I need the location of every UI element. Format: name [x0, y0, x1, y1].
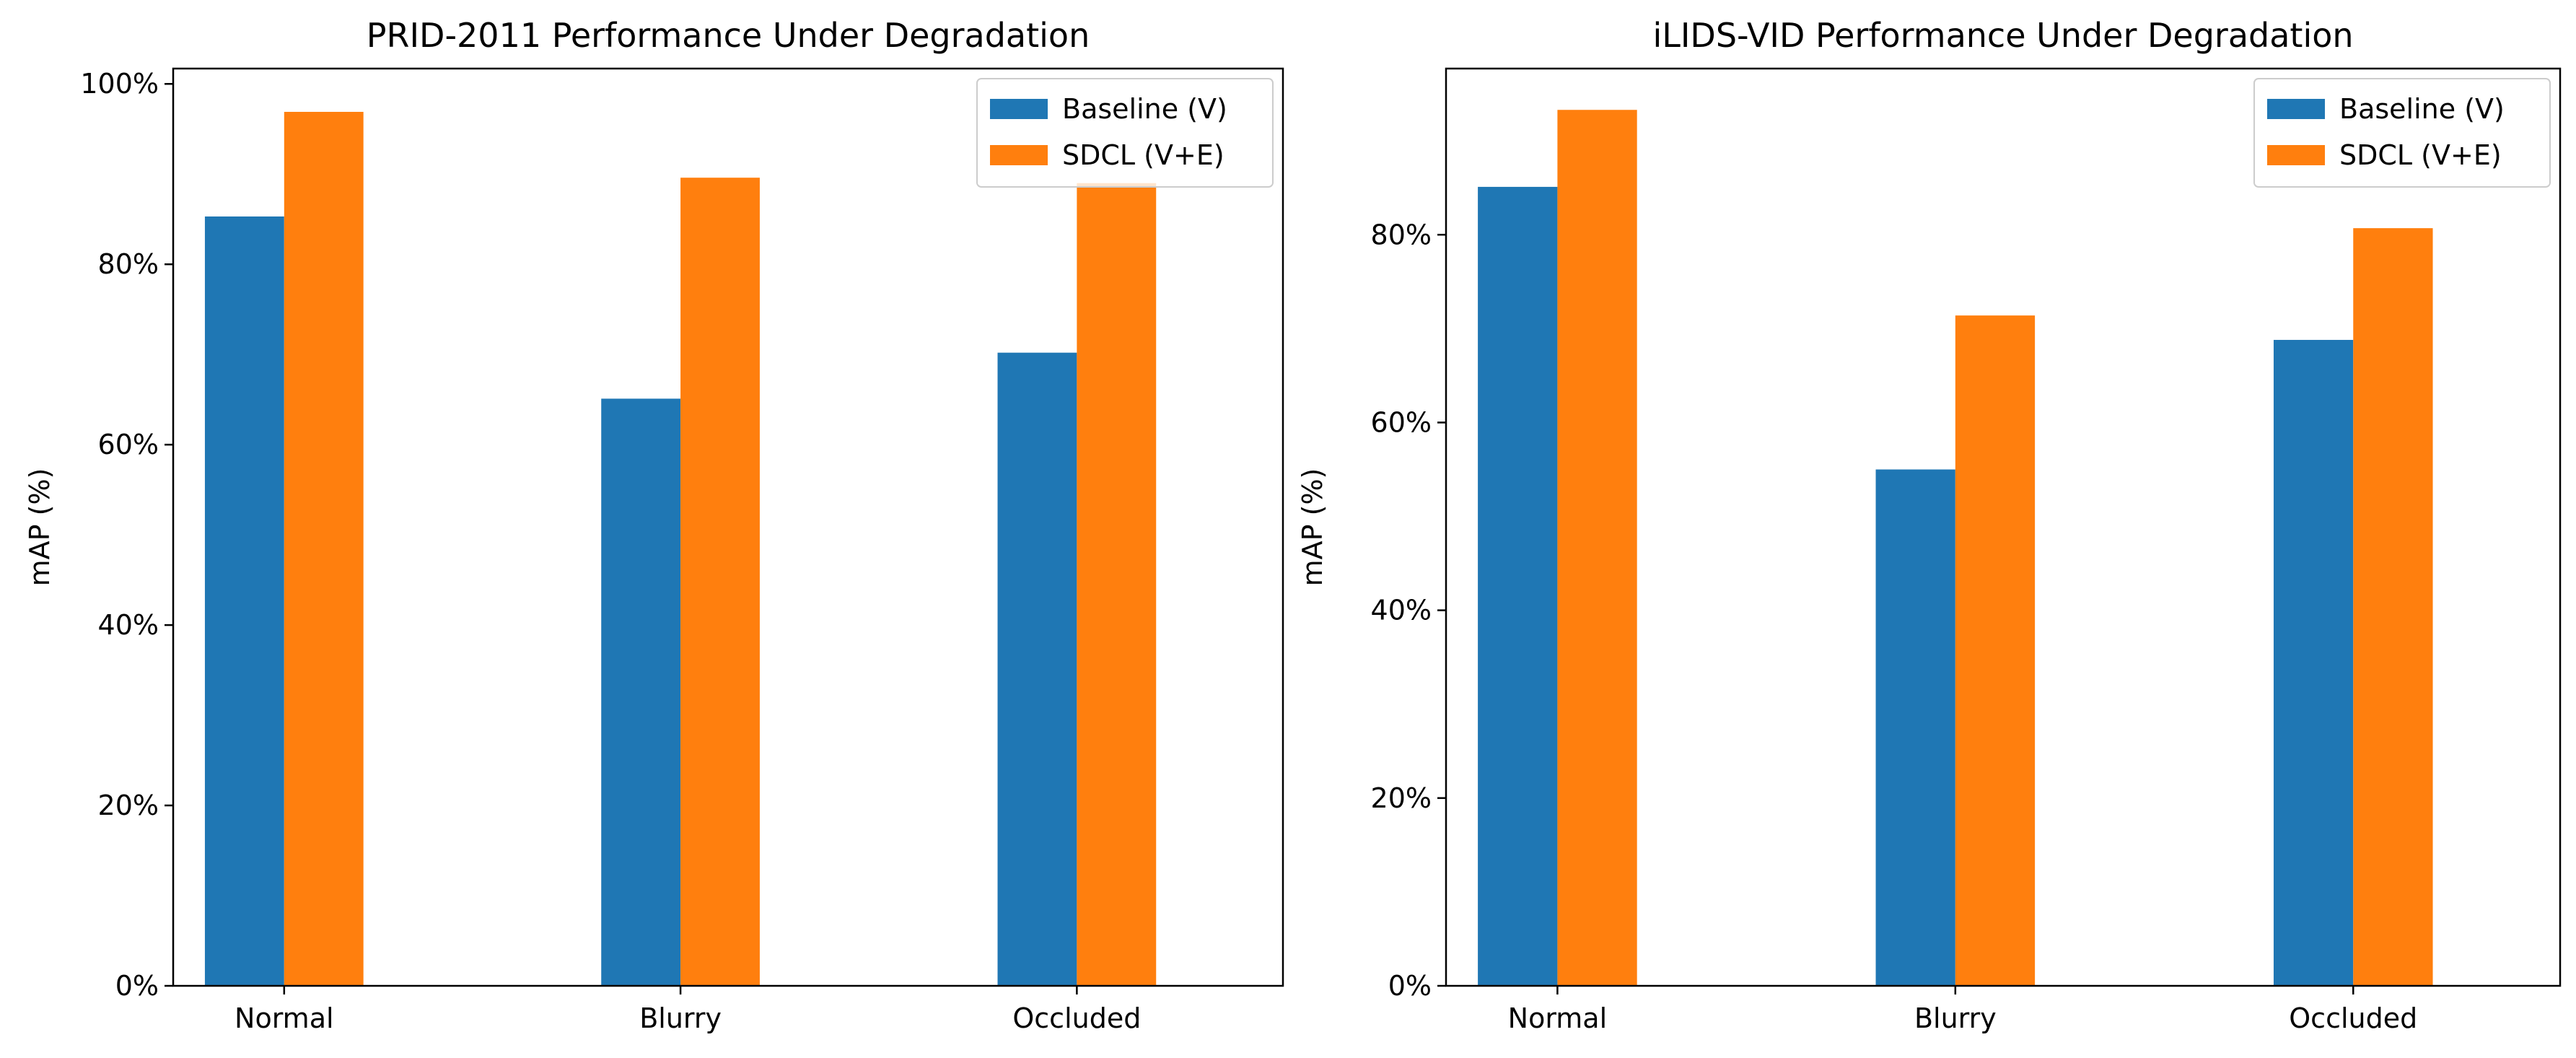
y-axis: 0% 20% 40% 60% 80%: [1371, 219, 1446, 1002]
y-tick-label: 40%: [98, 609, 159, 641]
x-tick-label: Blurry: [1914, 1002, 1997, 1034]
legend-box: [976, 78, 1274, 188]
y-tick-label: 20%: [98, 790, 159, 821]
x-axis: Normal Blurry Occluded: [235, 986, 1141, 1034]
x-axis: Normal Blurry Occluded: [1508, 986, 2417, 1034]
legend-swatch-baseline: [990, 99, 1048, 119]
y-axis-label: mAP (%): [24, 468, 56, 587]
legend-label-sdcl: SDCL (V+E): [1062, 139, 1225, 171]
bar-sdcl: [284, 111, 364, 987]
y-tick-label: 0%: [1388, 970, 1432, 1002]
bar-sdcl: [1955, 315, 2036, 986]
legend-label-baseline: Baseline (V): [2339, 93, 2505, 125]
legend-box: [2253, 78, 2551, 188]
legend-swatch-sdcl: [990, 145, 1048, 165]
bars: [204, 111, 1157, 987]
legend-label-sdcl: SDCL (V+E): [2339, 139, 2502, 171]
legend-label-baseline: Baseline (V): [1062, 93, 1227, 125]
legend-swatch-baseline: [2267, 99, 2325, 119]
bar-baseline: [204, 216, 284, 986]
x-tick-label: Normal: [1508, 1002, 1608, 1034]
bar-sdcl: [2353, 228, 2433, 986]
y-tick-label: 80%: [98, 248, 159, 280]
chart-title: PRID-2011 Performance Under Degradation: [367, 16, 1090, 55]
chart-prid-2011: PRID-2011 Performance Under Degradation …: [24, 16, 1284, 1034]
y-tick-label: 40%: [1371, 595, 1432, 626]
bars: [1478, 110, 2433, 987]
bar-baseline: [2273, 339, 2354, 987]
y-axis-label: mAP (%): [1297, 468, 1328, 587]
legend: Baseline (V) SDCL (V+E): [976, 78, 1274, 188]
plot-frame: [172, 67, 1284, 987]
x-tick-label: Blurry: [639, 1002, 722, 1034]
bar-sdcl: [680, 178, 760, 987]
y-tick-label: 0%: [115, 970, 159, 1002]
y-tick-label: 60%: [1371, 406, 1432, 438]
chart-title: iLIDS-VID Performance Under Degradation: [1652, 16, 2353, 55]
chart-ilids-vid: iLIDS-VID Performance Under Degradation …: [1297, 16, 2562, 1034]
x-tick-label: Normal: [235, 1002, 334, 1034]
bar-baseline: [601, 398, 681, 986]
x-tick-label: Occluded: [1012, 1002, 1141, 1034]
y-tick-label: 60%: [98, 429, 159, 460]
bar-baseline: [1875, 469, 1955, 986]
x-tick-label: Occluded: [2289, 1002, 2417, 1034]
y-axis: 0% 20% 40% 60% 80% 100%: [80, 68, 173, 1002]
legend: Baseline (V) SDCL (V+E): [2253, 78, 2551, 188]
y-tick-label: 100%: [80, 68, 159, 100]
bar-baseline: [1478, 186, 1558, 987]
y-tick-label: 80%: [1371, 219, 1432, 250]
bar-baseline: [997, 352, 1077, 986]
plot-frame: [1445, 67, 2562, 987]
y-tick-label: 20%: [1371, 782, 1432, 814]
bar-sdcl: [1557, 110, 1637, 987]
bar-sdcl: [1077, 183, 1157, 987]
legend-swatch-sdcl: [2267, 145, 2325, 165]
